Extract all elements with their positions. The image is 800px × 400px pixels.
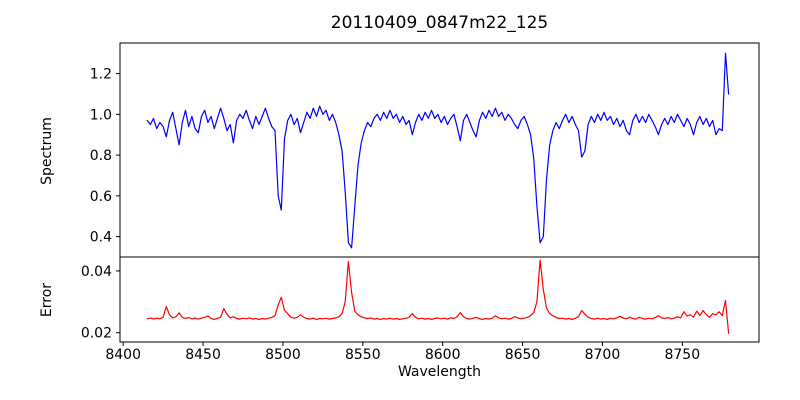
x-tick-label: 8500 [265,347,301,363]
chart-title: 20110409_0847m22_125 [330,13,549,33]
y-tick-label: 0.02 [81,326,112,342]
error-line [146,259,730,334]
y-tick-label: 0.6 [90,189,112,205]
y-tick-label: 0.04 [81,264,112,280]
y-tick-label: 0.8 [90,148,112,164]
x-tick-label: 8650 [505,347,541,363]
x-tick-label: 8550 [345,347,381,363]
spectrum-line [146,52,730,249]
y-axis-label-spectrum: Spectrum [39,117,55,185]
x-tick-label: 8750 [664,347,700,363]
spectrum-panel-frame [119,42,760,258]
y-axis-label-error: Error [39,282,55,318]
x-tick-label: 8600 [425,347,461,363]
x-axis-label: Wavelength [397,364,482,380]
y-tick-label: 0.4 [90,230,112,246]
x-tick-label: 8450 [185,347,221,363]
x-tick-label: 8700 [585,347,621,363]
y-tick-label: 1.2 [90,67,112,83]
x-tick-label: 8400 [105,347,141,363]
error-panel-frame [119,256,760,343]
y-tick-label: 1.0 [90,107,112,123]
